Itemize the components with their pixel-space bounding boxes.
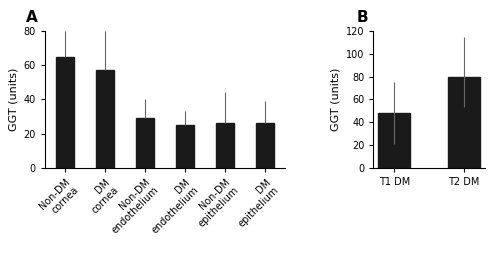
Bar xyxy=(96,70,114,168)
Text: A: A xyxy=(26,11,38,26)
Y-axis label: GGT (units): GGT (units) xyxy=(8,68,18,131)
Bar xyxy=(176,125,195,168)
Bar xyxy=(136,118,154,168)
Bar xyxy=(256,123,274,168)
Bar xyxy=(216,123,234,168)
Bar xyxy=(56,57,74,168)
Bar xyxy=(448,77,480,168)
Y-axis label: GGT (units): GGT (units) xyxy=(330,68,340,131)
Bar xyxy=(378,113,410,168)
Text: B: B xyxy=(356,11,368,26)
